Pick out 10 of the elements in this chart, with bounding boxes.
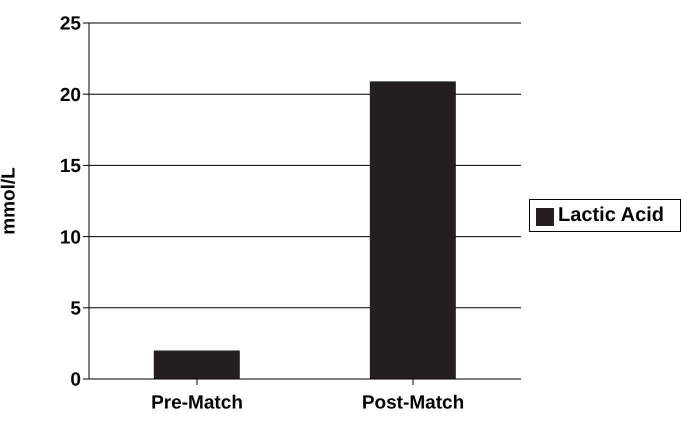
y-tick-label: 20 bbox=[60, 84, 81, 106]
y-tick-label: 25 bbox=[60, 14, 82, 35]
y-tick-label: 0 bbox=[70, 370, 81, 391]
y-tick-label: 5 bbox=[70, 298, 82, 320]
x-tick-label: Post-Match bbox=[362, 392, 464, 414]
x-tick-label: Pre-Match bbox=[151, 392, 243, 414]
y-tick-label: 15 bbox=[60, 156, 82, 178]
y-tick-label: 10 bbox=[60, 227, 81, 248]
legend-label: Lactic Acid bbox=[558, 204, 664, 226]
y-axis-title: mmol/L bbox=[0, 166, 20, 235]
